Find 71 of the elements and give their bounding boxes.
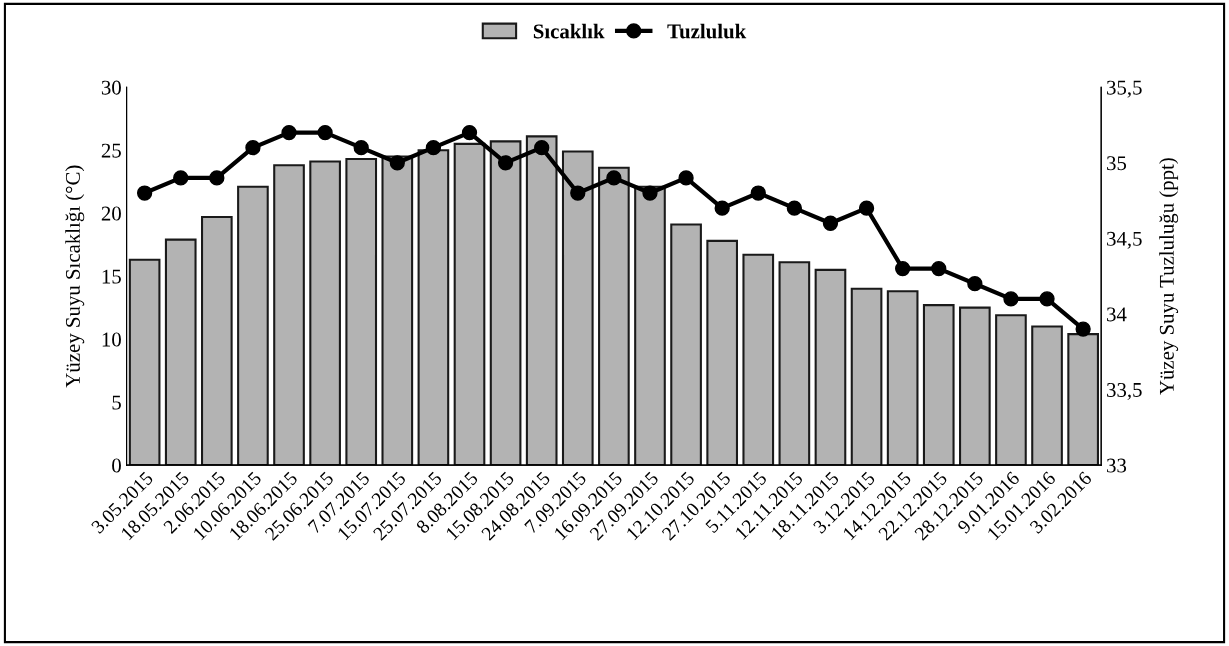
point — [1039, 291, 1055, 307]
point — [786, 200, 803, 216]
y-tick-label: 15 — [102, 269, 121, 284]
y-tick-label: 10 — [102, 332, 121, 347]
y2-tick-label: 34,5 — [1107, 231, 1142, 249]
point — [858, 200, 875, 216]
bar — [706, 239, 739, 466]
bar — [742, 253, 775, 466]
y2-tick-label: 33 — [1107, 458, 1127, 473]
y-tick-label: 0 — [112, 458, 121, 473]
point — [173, 170, 189, 186]
bar — [598, 166, 630, 466]
bar — [453, 142, 486, 466]
point — [895, 260, 911, 277]
bar — [417, 149, 450, 466]
point — [642, 185, 658, 201]
y-tick-label: 20 — [101, 206, 121, 221]
point — [389, 155, 405, 171]
bar — [778, 261, 811, 466]
y-tick-label: 30 — [101, 80, 121, 95]
y-axis-title: Yüzey Suyu Sıcaklığı (°C) — [65, 165, 85, 388]
bar — [345, 157, 378, 466]
point — [534, 140, 550, 156]
point — [1075, 321, 1091, 337]
point — [714, 200, 730, 216]
point — [425, 140, 442, 156]
bar — [164, 238, 197, 466]
y2-tick-label: 34 — [1107, 307, 1127, 322]
bar — [381, 155, 414, 466]
legend-label: Sıcaklık — [533, 23, 605, 39]
bar — [814, 268, 847, 466]
point — [461, 124, 478, 141]
bar — [309, 160, 341, 466]
legend-label: Tuzluluk — [667, 23, 747, 39]
bar — [1067, 333, 1099, 466]
bar — [273, 164, 305, 466]
bar — [128, 258, 161, 466]
bar — [489, 140, 522, 466]
bar — [850, 287, 883, 466]
point — [136, 185, 153, 201]
point — [1003, 291, 1019, 307]
point — [750, 185, 766, 201]
point — [317, 124, 333, 141]
y2-tick-label: 35,5 — [1107, 80, 1142, 98]
bar — [670, 223, 702, 466]
bar — [634, 185, 666, 466]
y2-tick-label: 33,5 — [1107, 382, 1142, 400]
point — [678, 170, 694, 186]
point — [497, 155, 514, 171]
point — [281, 124, 297, 141]
point — [606, 170, 622, 186]
bar — [922, 304, 955, 466]
bar — [1031, 325, 1063, 466]
point — [931, 260, 947, 277]
point — [570, 185, 586, 201]
y2-axis-title: Yüzey Suyu Tuzluluğu (ppt) — [1159, 158, 1179, 395]
bar — [561, 150, 594, 466]
y2-tick-label: 35 — [1107, 156, 1127, 171]
point — [822, 215, 839, 231]
bar — [886, 290, 919, 466]
y-tick-label: 25 — [101, 143, 121, 158]
point — [209, 170, 225, 186]
bar — [237, 185, 269, 466]
bar — [959, 306, 991, 466]
point — [353, 140, 369, 156]
bar — [525, 135, 558, 466]
bar — [200, 215, 233, 466]
point — [245, 140, 261, 156]
point — [967, 276, 983, 292]
bar — [995, 314, 1027, 466]
y-tick-label: 5 — [112, 395, 121, 410]
